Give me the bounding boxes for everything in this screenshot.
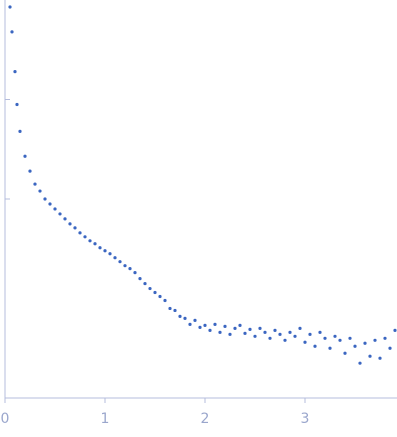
point (283, 338, 287, 342)
point (228, 332, 232, 336)
point (343, 351, 347, 355)
point (143, 281, 147, 286)
point (203, 323, 207, 327)
point (113, 256, 117, 260)
point (178, 314, 182, 319)
point (188, 322, 192, 326)
point (103, 249, 107, 253)
point (133, 271, 137, 275)
point (83, 235, 87, 239)
point (78, 231, 82, 235)
point (323, 336, 327, 340)
point (63, 217, 67, 221)
point (233, 326, 237, 330)
point (313, 344, 317, 348)
point (223, 324, 227, 328)
point (293, 334, 297, 338)
point (288, 330, 292, 334)
point (33, 182, 37, 186)
point (338, 338, 342, 342)
point (108, 252, 112, 256)
point (23, 154, 27, 158)
point (158, 294, 162, 299)
point (268, 336, 272, 340)
point (238, 323, 242, 327)
point (328, 346, 332, 350)
point (193, 318, 197, 322)
point (363, 341, 367, 345)
point (28, 169, 32, 173)
point (298, 326, 302, 330)
x-tick-label: 0 (1, 411, 10, 427)
point (393, 328, 397, 332)
point (98, 246, 102, 250)
point (333, 334, 337, 338)
point (128, 267, 132, 271)
point (183, 316, 187, 320)
point (378, 356, 382, 360)
point (48, 202, 52, 206)
point (243, 331, 247, 335)
point (153, 290, 157, 295)
x-tick-label: 1 (101, 411, 110, 427)
point (118, 260, 122, 264)
point (10, 30, 14, 34)
x-tick-label: 3 (301, 411, 310, 427)
point (263, 330, 267, 334)
point (38, 189, 42, 193)
point (348, 336, 352, 340)
point (368, 354, 372, 358)
point (173, 308, 177, 313)
point (253, 334, 257, 338)
point (353, 344, 357, 348)
point (93, 242, 97, 246)
point (308, 332, 312, 336)
point (383, 336, 387, 340)
point (278, 332, 282, 336)
point (358, 361, 362, 365)
point (88, 239, 92, 243)
point (68, 222, 72, 226)
point (53, 207, 57, 211)
point (318, 330, 322, 334)
point (258, 326, 262, 330)
point (248, 327, 252, 331)
point (208, 328, 212, 332)
point (58, 212, 62, 216)
point (13, 70, 17, 74)
point (8, 5, 12, 9)
point (163, 298, 167, 303)
point (148, 286, 152, 291)
point (218, 330, 222, 334)
point (388, 346, 392, 350)
point (123, 264, 127, 268)
point (15, 102, 19, 107)
point (18, 129, 22, 133)
x-tick-label: 2 (201, 411, 210, 427)
point (138, 277, 142, 281)
point (168, 306, 172, 311)
point (43, 197, 47, 201)
point (273, 328, 277, 332)
point (373, 338, 377, 342)
point (73, 226, 77, 230)
point (213, 322, 217, 326)
point (198, 325, 202, 329)
point (303, 340, 307, 344)
